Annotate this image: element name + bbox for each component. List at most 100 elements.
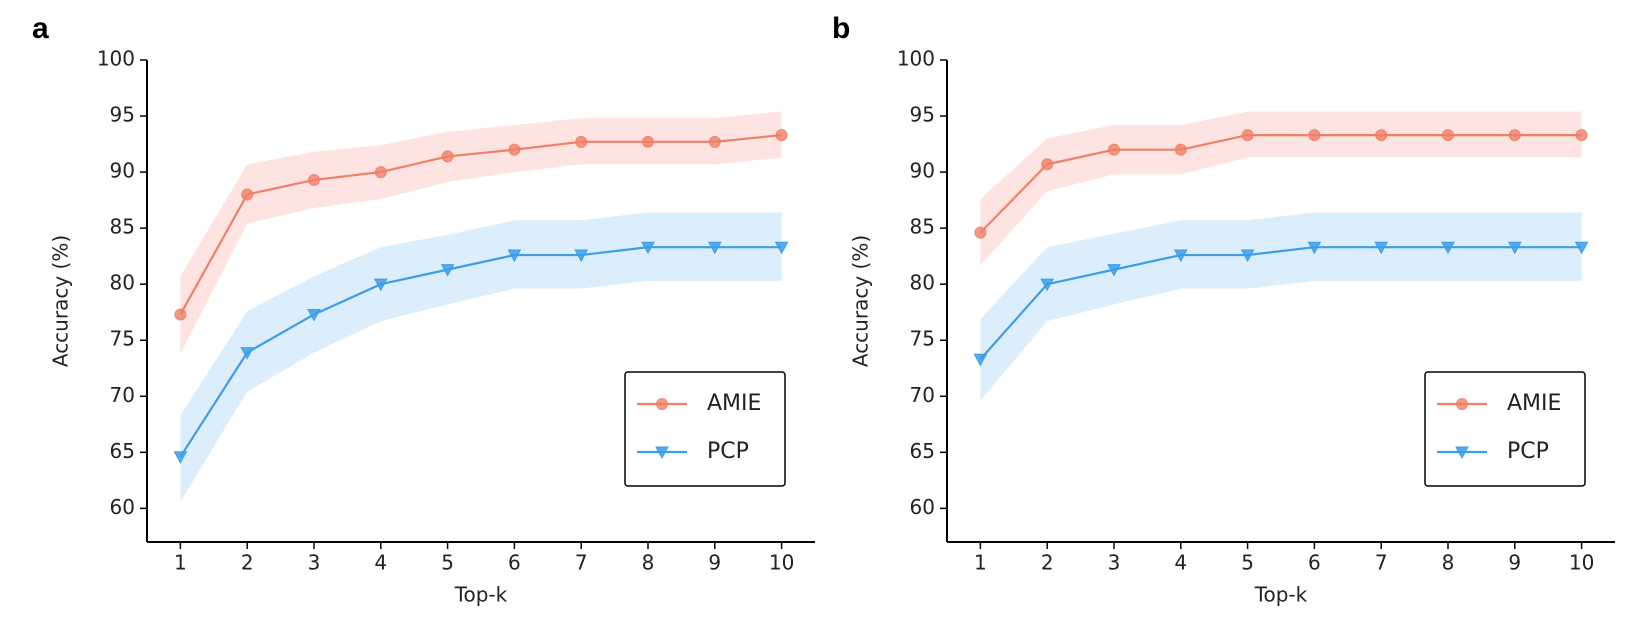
- x-tick-label: 7: [1375, 551, 1388, 575]
- point: [1307, 241, 1322, 255]
- point: [1041, 158, 1054, 171]
- y-axis-label: Accuracy (%): [849, 235, 873, 367]
- point: [1456, 398, 1468, 410]
- point: [656, 398, 668, 410]
- x-tick-label: 6: [508, 551, 521, 575]
- point: [575, 135, 588, 148]
- point: [307, 308, 321, 322]
- x-tick-label: 1: [974, 551, 987, 575]
- point: [440, 264, 455, 277]
- point: [1108, 143, 1120, 156]
- point: [240, 347, 255, 360]
- point: [374, 166, 387, 179]
- x-tick-label: 8: [1442, 551, 1455, 575]
- point: [1508, 129, 1521, 142]
- point: [1174, 143, 1187, 156]
- point: [641, 241, 655, 255]
- point: [241, 188, 254, 201]
- point: [1441, 241, 1455, 255]
- point: [973, 353, 988, 367]
- y-tick-label: 60: [910, 495, 935, 519]
- point: [507, 249, 522, 263]
- series-line: [979, 134, 1582, 234]
- y-tick-label: 90: [110, 159, 135, 183]
- point: [1040, 278, 1055, 292]
- point: [308, 173, 320, 186]
- y-tick-label: 95: [110, 103, 135, 127]
- x-tick-label: 4: [374, 551, 387, 575]
- legend-label: AMIE: [1507, 391, 1561, 416]
- y-tick-label: 80: [110, 271, 135, 295]
- point: [775, 129, 788, 142]
- point: [1240, 249, 1255, 263]
- y-tick-label: 65: [110, 439, 135, 463]
- confidence-band: [180, 111, 782, 354]
- y-tick-label: 75: [910, 327, 935, 351]
- chart-panel: b 60 65 70 75 80 85 90 95 100 1 2 3 4 5 6 7 8 9 10 Top-k Accu…: [832, 12, 1615, 607]
- y-tick-label: 85: [910, 215, 935, 239]
- point: [173, 451, 188, 464]
- series-line: [179, 246, 782, 458]
- y-tick-label: 100: [97, 47, 135, 71]
- y-tick-label: 80: [910, 271, 935, 295]
- chart-panel: a 60 65 70 75 80 85 90 95 100 1 2 3 4 5 6 7 8 9 10 Top-k Accu…: [32, 12, 815, 607]
- legend-label: PCP: [1507, 439, 1549, 464]
- y-tick-label: 70: [910, 383, 935, 407]
- x-tick-label: 6: [1308, 551, 1321, 575]
- x-tick-label: 9: [708, 551, 721, 575]
- x-tick-label: 3: [1108, 551, 1121, 575]
- legend-box: [1424, 371, 1586, 487]
- point: [574, 249, 589, 263]
- x-tick-label: 2: [241, 551, 254, 575]
- point: [708, 135, 721, 148]
- x-axis-label: Top-k: [1254, 583, 1308, 607]
- x-tick-label: 1: [174, 551, 187, 575]
- x-tick-label: 10: [1569, 551, 1594, 575]
- series-line: [979, 246, 1582, 361]
- x-tick-label: 5: [1241, 551, 1254, 575]
- legend-box: [624, 371, 786, 487]
- series-line: [179, 134, 782, 315]
- point: [774, 241, 789, 255]
- point: [1455, 446, 1469, 460]
- point: [642, 135, 654, 148]
- y-tick-label: 70: [110, 383, 135, 407]
- point: [174, 308, 187, 321]
- x-tick-label: 9: [1508, 551, 1521, 575]
- y-axis-label: Accuracy (%): [49, 235, 73, 367]
- point: [1507, 241, 1522, 255]
- point: [707, 241, 722, 255]
- point: [508, 143, 521, 156]
- x-tick-label: 10: [769, 551, 794, 575]
- x-axis-label: Top-k: [454, 583, 508, 607]
- confidence-band: [180, 212, 782, 502]
- y-tick-label: 85: [110, 215, 135, 239]
- point: [1308, 129, 1321, 142]
- panel-label: a: [32, 12, 49, 45]
- x-tick-label: 2: [1041, 551, 1054, 575]
- point: [1374, 241, 1389, 255]
- x-tick-label: 3: [308, 551, 321, 575]
- point: [1442, 129, 1454, 142]
- point: [373, 278, 388, 292]
- y-tick-label: 75: [110, 327, 135, 351]
- point: [1375, 129, 1388, 142]
- point: [655, 446, 669, 460]
- x-tick-label: 5: [441, 551, 454, 575]
- confidence-band: [980, 212, 1582, 401]
- y-tick-label: 90: [910, 159, 935, 183]
- point: [974, 226, 987, 239]
- y-tick-label: 65: [910, 439, 935, 463]
- y-tick-label: 100: [897, 47, 935, 71]
- legend-label: AMIE: [707, 391, 761, 416]
- point: [1574, 241, 1589, 255]
- x-tick-label: 4: [1174, 551, 1187, 575]
- y-tick-label: 60: [110, 495, 135, 519]
- point: [1575, 129, 1588, 142]
- point: [1173, 249, 1188, 263]
- y-tick-label: 95: [910, 103, 935, 127]
- legend-label: PCP: [707, 439, 749, 464]
- point: [1107, 264, 1121, 277]
